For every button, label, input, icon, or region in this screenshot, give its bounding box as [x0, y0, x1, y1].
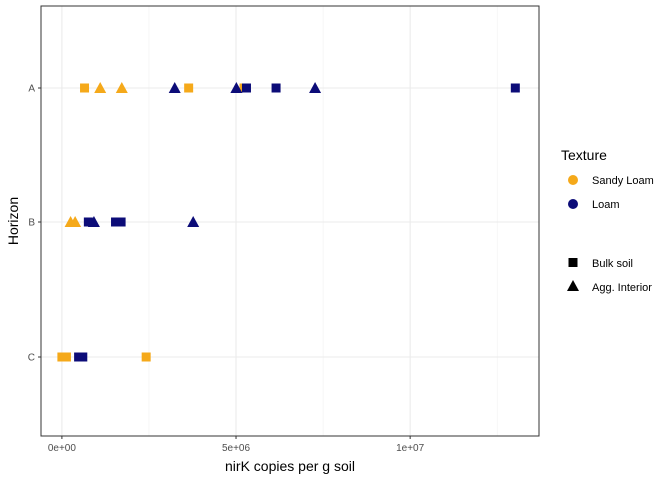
square-point-loam-horizon-c [78, 352, 88, 362]
plot-border [40, 5, 540, 437]
x-tick-label: 1e+07 [396, 443, 425, 454]
square-point-loam-horizon-b [83, 217, 93, 227]
square-point-loam-horizon-b [111, 217, 121, 227]
legend-key-agg-interior [567, 280, 579, 291]
square-point-sandy-loam-horizon-c [61, 352, 71, 362]
triangle-point-loam-horizon-a [230, 82, 243, 93]
square-point-loam-horizon-a [271, 83, 281, 93]
y-axis-title: Horizon [5, 197, 21, 245]
square-point-loam-horizon-a [241, 83, 251, 93]
x-axis-title: nirK copies per g soil [225, 458, 355, 474]
triangle-point-loam-horizon-a [168, 82, 181, 93]
square-point-loam-horizon-a [510, 83, 520, 93]
square-point-sandy-loam-horizon-a [80, 83, 90, 93]
axes: 0e+00 5e+06 1e+07 C B A [28, 84, 425, 455]
y-tick-label: B [28, 218, 35, 229]
square-point-sandy-loam-horizon-c [141, 352, 151, 362]
x-tick-label: 5e+06 [222, 443, 251, 454]
square-point-loam-horizon-b [116, 217, 126, 227]
legend: Texture Sandy Loam Loam Bulk soil Agg. I… [561, 147, 654, 294]
x-tick-label: 0e+00 [48, 443, 77, 454]
legend-key-bulk-soil [568, 258, 578, 267]
legend-key-sandy-loam [568, 175, 578, 185]
square-point-sandy-loam-horizon-c [57, 352, 67, 362]
triangle-point-sandy-loam-horizon-a [115, 82, 128, 93]
color-legend-title: Texture [561, 147, 607, 163]
legend-label-agg-interior: Agg. Interior [592, 282, 652, 294]
triangle-point-loam-horizon-b [187, 216, 200, 227]
triangle-point-loam-horizon-a [309, 82, 322, 93]
square-point-sandy-loam-horizon-a [184, 83, 194, 93]
y-tick-label: A [28, 84, 35, 95]
triangle-point-sandy-loam-horizon-a [94, 82, 107, 93]
legend-label-bulk-soil: Bulk soil [592, 258, 633, 270]
legend-label-sandy-loam: Sandy Loam [592, 175, 654, 187]
triangle-point-loam-horizon-b [87, 216, 100, 227]
y-tick-label: C [28, 353, 35, 364]
data-points [57, 82, 520, 362]
legend-label-loam: Loam [592, 199, 620, 211]
legend-key-loam [568, 199, 578, 209]
triangle-point-sandy-loam-horizon-b [69, 216, 82, 227]
